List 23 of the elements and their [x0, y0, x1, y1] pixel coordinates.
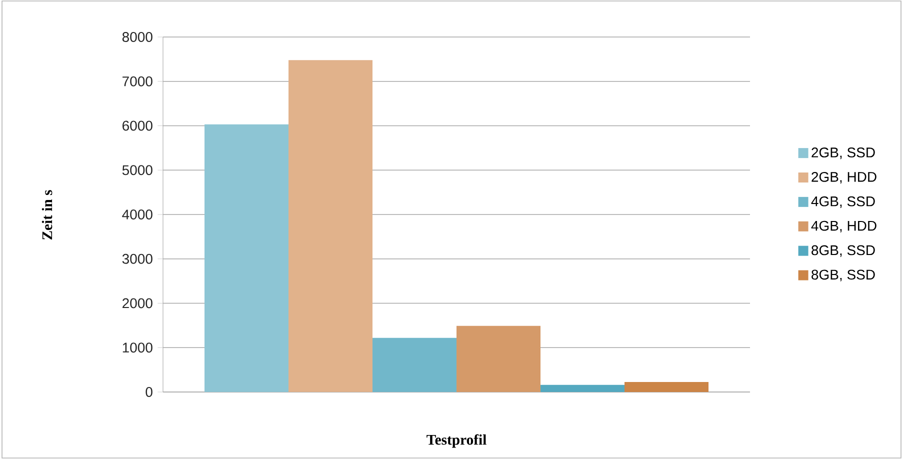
bar	[456, 326, 540, 392]
legend-label: 8GB, SSD	[812, 245, 875, 257]
y-tick-label: 4000	[122, 210, 152, 220]
y-tick-label: 0	[146, 387, 152, 397]
legend-label: 8GB, SSD	[812, 270, 875, 282]
legend-label: 2GB, SSD	[812, 148, 875, 160]
x-axis-title: Testprofil	[426, 434, 486, 448]
bar	[624, 382, 708, 392]
bar	[288, 60, 373, 392]
y-tick-label: 5000	[122, 165, 152, 176]
y-tick-label: 1000	[122, 342, 152, 353]
bar	[540, 384, 624, 392]
y-axis-title: Zeit in s	[42, 190, 52, 240]
y-tick-label: 8000	[122, 32, 152, 42]
legend-label: 2GB, HDD	[812, 172, 876, 184]
y-tick-label: 3000	[122, 254, 152, 264]
legend-label: 4GB, HDD	[811, 220, 876, 232]
y-tick-label: 7000	[122, 76, 152, 86]
bar	[372, 338, 456, 392]
y-tick-label: 6000	[122, 120, 152, 131]
bar	[204, 124, 289, 392]
y-tick-label: 2000	[122, 298, 152, 308]
legend-label: 4GB, SSD	[811, 196, 875, 208]
